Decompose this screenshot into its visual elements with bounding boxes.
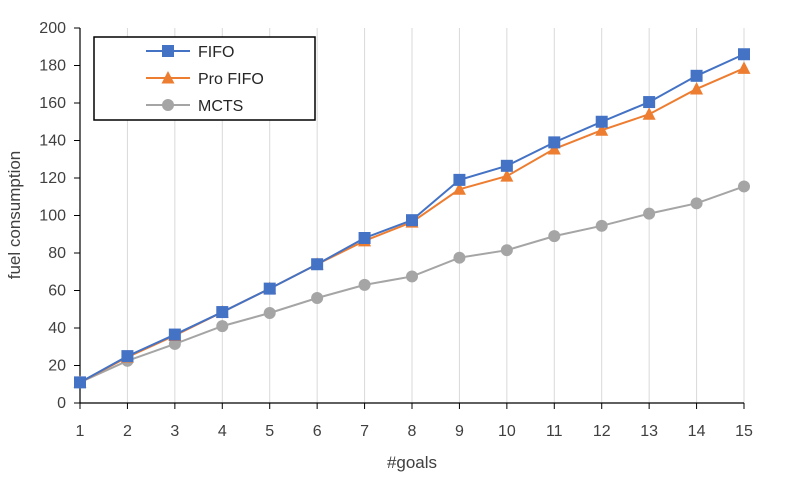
data-point [500, 169, 514, 182]
y-tick-label: 200 [39, 20, 66, 37]
x-tick-label: 5 [265, 423, 274, 440]
data-point [121, 350, 134, 363]
data-point [643, 207, 656, 220]
x-tick-label: 13 [640, 423, 658, 440]
data-point [690, 81, 704, 95]
y-axis-title: fuel consumption [5, 151, 24, 280]
data-point [406, 214, 418, 227]
data-point [263, 307, 276, 319]
data-point [358, 278, 371, 291]
y-tick-label: 120 [39, 170, 66, 187]
data-point [216, 306, 229, 319]
x-tick-label: 4 [218, 423, 227, 440]
y-tick-label: 60 [48, 283, 66, 300]
y-tick-label: 80 [48, 245, 66, 262]
legend-item: MCTS [146, 98, 243, 115]
data-point [595, 219, 608, 232]
legend-box [93, 36, 316, 121]
legend-label: MCTS [198, 98, 243, 115]
x-tick-labels: 1 2 3 4 5 6 7 8 9 10 11 12 13 14 15 [76, 423, 753, 440]
series-fifo [74, 48, 750, 389]
legend-label: FIFO [198, 44, 234, 61]
data-point [738, 180, 750, 193]
data-point [452, 182, 466, 195]
legend-label: Pro FIFO [198, 71, 264, 88]
y-tick-label: 20 [48, 358, 66, 375]
data-point [263, 282, 276, 295]
legend-marker [162, 99, 174, 111]
x-axis-title: #goals [387, 453, 437, 472]
y-tick-label: 40 [48, 320, 66, 337]
y-tick-label: 180 [39, 58, 66, 75]
data-point [216, 320, 229, 333]
data-point [595, 115, 608, 128]
data-point [548, 136, 561, 149]
legend-item: Pro FIFO [146, 71, 264, 88]
x-tick-label: 15 [735, 423, 753, 440]
y-tick-label: 140 [39, 133, 66, 150]
legend-marker [161, 71, 175, 84]
x-tick-label: 1 [76, 423, 85, 440]
data-point [453, 251, 466, 264]
legend-item: FIFO [146, 44, 234, 61]
data-point [643, 96, 656, 109]
series-lines [73, 48, 751, 389]
data-point [690, 69, 703, 82]
data-point [74, 376, 86, 389]
data-point [642, 107, 656, 120]
x-tick-label: 9 [455, 423, 464, 440]
data-point [358, 232, 371, 244]
data-point [311, 292, 324, 304]
data-point [500, 244, 513, 257]
y-tick-label: 100 [39, 208, 66, 225]
gridlines [126, 28, 745, 403]
legend: FIFO Pro FIFO MCTS [93, 36, 316, 121]
y-tick-label: 160 [39, 95, 66, 112]
x-tick-label: 10 [498, 423, 516, 440]
data-point [453, 173, 466, 186]
x-tick-label: 8 [408, 423, 417, 440]
data-point [595, 123, 609, 136]
data-point [737, 61, 751, 74]
x-tick-label: 14 [688, 423, 706, 440]
data-point [690, 197, 703, 210]
x-tick-label: 6 [313, 423, 322, 440]
data-point [500, 159, 513, 172]
data-point [406, 270, 418, 283]
x-tick-label: 3 [170, 423, 179, 440]
axes [74, 27, 745, 409]
x-tick-label: 11 [546, 423, 563, 440]
x-tick-label: 2 [123, 423, 132, 440]
data-point [548, 230, 561, 243]
y-tick-label: 0 [57, 395, 66, 412]
data-point [168, 328, 181, 341]
legend-marker [162, 45, 174, 57]
data-point [311, 258, 324, 271]
x-tick-label: 7 [360, 423, 369, 440]
y-tick-labels: 0 20 40 60 80 100 120 140 160 180 200 [39, 20, 66, 412]
data-point [738, 48, 750, 61]
x-tick-label: 12 [593, 423, 611, 440]
